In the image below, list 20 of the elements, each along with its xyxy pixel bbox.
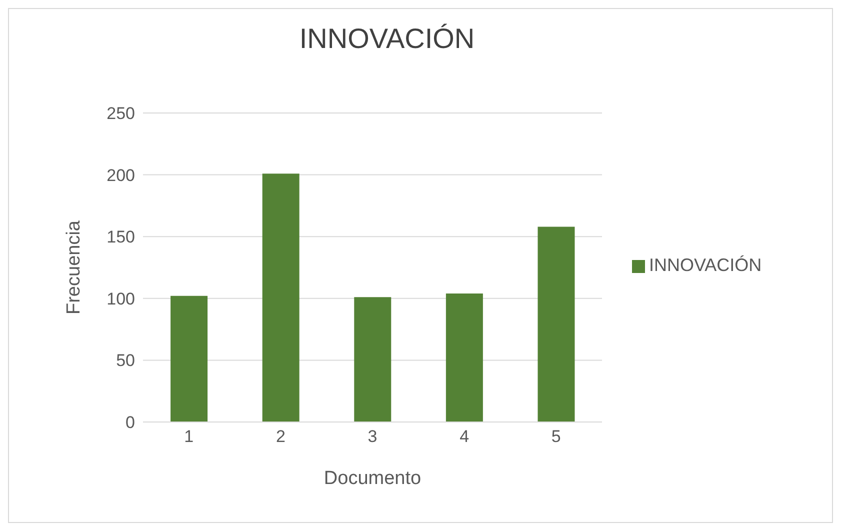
- bar: [538, 226, 575, 422]
- legend-label: INNOVACIÓN: [649, 255, 762, 275]
- x-tick-label: 3: [368, 427, 378, 446]
- x-axis-title: Documento: [324, 468, 422, 489]
- y-tick-label: 200: [106, 166, 135, 185]
- y-tick-label: 150: [106, 228, 135, 247]
- chart-title: INNOVACIÓN: [298, 23, 476, 55]
- x-tick-label: 5: [551, 427, 561, 446]
- y-tick-label: 0: [126, 413, 135, 432]
- bar: [354, 297, 392, 422]
- x-tick-label: 1: [184, 427, 194, 446]
- bar: [170, 296, 208, 422]
- y-axis-title: Frecuencia: [64, 220, 85, 314]
- y-tick-label: 250: [106, 104, 135, 124]
- y-tick-label: 50: [116, 351, 135, 370]
- x-tick-label: 4: [460, 427, 470, 446]
- x-tick-label: 2: [276, 427, 286, 446]
- bar: [446, 293, 483, 422]
- bar: [262, 174, 300, 422]
- y-tick-label: 100: [106, 289, 135, 308]
